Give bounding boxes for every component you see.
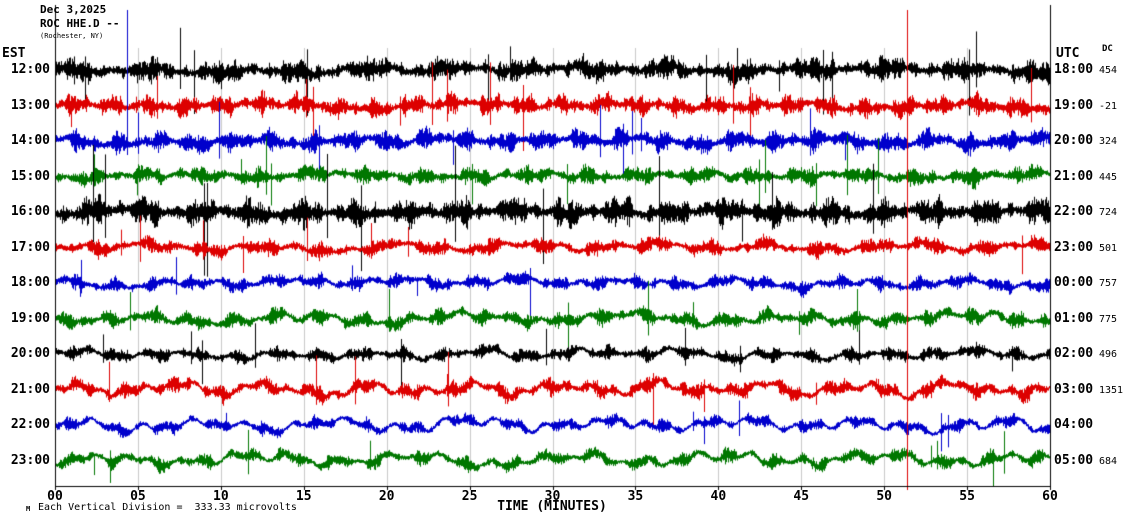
x-tick-label: 55 (959, 489, 975, 504)
utc-time-label: 22:00 (1054, 204, 1094, 219)
x-tick-label: 20 (378, 489, 395, 504)
x-tick-label: 15 (295, 489, 312, 504)
dc-value: 445 (1099, 171, 1118, 183)
x-tick-label: 45 (793, 489, 810, 504)
bottom-left-marker: M (26, 505, 31, 513)
dc-value: 757 (1099, 278, 1118, 289)
x-tick-label: 35 (627, 489, 644, 504)
scale-note: Each Vertical Division = 333.33 microvol… (38, 502, 297, 513)
utc-time-label: 23:00 (1054, 239, 1094, 255)
plot-date: Dec 3,2025 (40, 3, 107, 16)
utc-time-label: 01:00 (1054, 310, 1094, 326)
est-time-label: 12:00 (10, 62, 50, 77)
plot-header: Dec 3,2025 ROC HHE.D -- (Rochester, NY) (40, 3, 119, 40)
dc-value: 501 (1099, 242, 1118, 254)
est-time-label: 14:00 (10, 133, 50, 148)
utc-time-label: 05:00 (1054, 452, 1094, 468)
dc-value: 724 (1099, 207, 1118, 218)
utc-time-label: 04:00 (1054, 417, 1094, 432)
x-tick-label: 05 (130, 489, 146, 504)
dc-value: 775 (1099, 313, 1118, 325)
x-tick-label: 60 (1042, 489, 1058, 504)
est-time-label: 15:00 (10, 168, 50, 184)
est-time-label: 18:00 (10, 275, 50, 290)
station-name: (Rochester, NY) (40, 32, 104, 40)
est-time-label: 20:00 (10, 346, 50, 361)
est-time-label: 13:00 (10, 97, 50, 113)
dc-value: 454 (1099, 65, 1118, 76)
est-time-label: 16:00 (10, 204, 50, 219)
est-time-label: 23:00 (10, 452, 50, 468)
est-time-label: 17:00 (10, 239, 50, 255)
right-axis-label: UTC (1056, 46, 1080, 61)
x-tick-label: 25 (461, 489, 478, 504)
est-time-label: 22:00 (10, 417, 50, 432)
station-code: ROC HHE.D -- (40, 17, 120, 30)
utc-time-label: 02:00 (1054, 346, 1094, 361)
x-tick-label: 30 (544, 489, 561, 504)
left-axis-label: EST (2, 46, 26, 61)
x-axis-title: TIME (MINUTES) (497, 499, 607, 514)
dc-value: 496 (1099, 349, 1118, 360)
dc-value: 1351 (1099, 384, 1124, 396)
x-tick-label: 40 (710, 489, 727, 504)
utc-time-label: 21:00 (1054, 168, 1094, 184)
dc-column-label: DC (1102, 44, 1113, 54)
x-tick-label: 00 (47, 489, 63, 504)
est-time-label: 19:00 (10, 310, 50, 326)
utc-time-label: 18:00 (1054, 62, 1094, 77)
utc-time-label: 19:00 (1054, 97, 1094, 113)
dc-value: -21 (1099, 100, 1118, 112)
utc-time-label: 03:00 (1054, 381, 1094, 397)
utc-time-label: 20:00 (1054, 133, 1094, 148)
x-tick-label: 10 (213, 489, 229, 504)
dc-value: 324 (1099, 136, 1118, 147)
utc-time-label: 00:00 (1054, 275, 1094, 290)
est-time-label: 21:00 (10, 381, 50, 397)
x-tick-label: 50 (876, 489, 892, 504)
dc-value: 684 (1099, 455, 1118, 467)
